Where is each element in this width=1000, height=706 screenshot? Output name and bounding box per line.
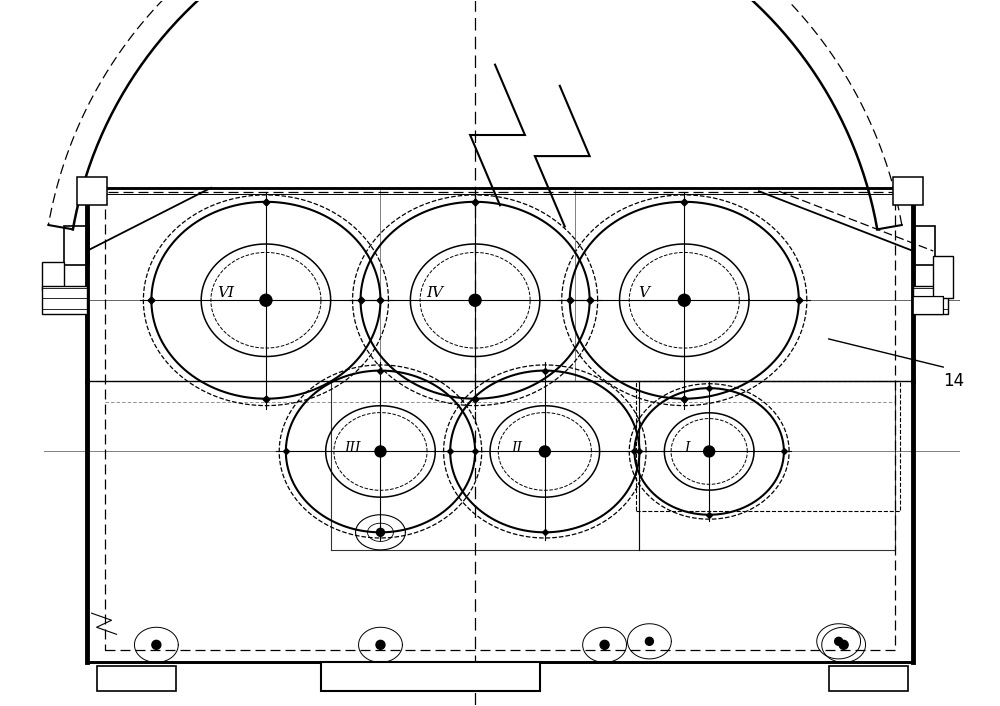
Text: III: III: [344, 441, 360, 455]
Bar: [933, 256, 953, 298]
Circle shape: [152, 640, 161, 650]
Bar: [42, 286, 87, 314]
Bar: [64, 227, 89, 265]
Bar: [913, 286, 948, 314]
Circle shape: [839, 640, 848, 650]
Bar: [829, 666, 908, 690]
Bar: [636, 381, 900, 511]
Bar: [893, 177, 923, 205]
Circle shape: [704, 446, 715, 457]
Bar: [97, 666, 176, 690]
Circle shape: [260, 294, 272, 306]
Text: 14: 14: [943, 372, 964, 390]
Circle shape: [600, 640, 609, 650]
Circle shape: [375, 446, 386, 457]
Text: I: I: [684, 441, 690, 455]
Circle shape: [678, 294, 690, 306]
Bar: [913, 227, 935, 265]
Text: VI: VI: [217, 286, 234, 300]
Text: IV: IV: [427, 286, 444, 300]
Circle shape: [835, 638, 843, 645]
Bar: [321, 662, 540, 690]
Circle shape: [469, 294, 481, 306]
Circle shape: [645, 638, 653, 645]
Circle shape: [376, 640, 385, 650]
Text: II: II: [511, 441, 522, 455]
Circle shape: [376, 528, 384, 537]
Text: V: V: [639, 286, 650, 300]
Circle shape: [539, 446, 550, 457]
Bar: [77, 177, 107, 205]
Bar: [42, 262, 64, 289]
FancyBboxPatch shape: [913, 297, 943, 314]
